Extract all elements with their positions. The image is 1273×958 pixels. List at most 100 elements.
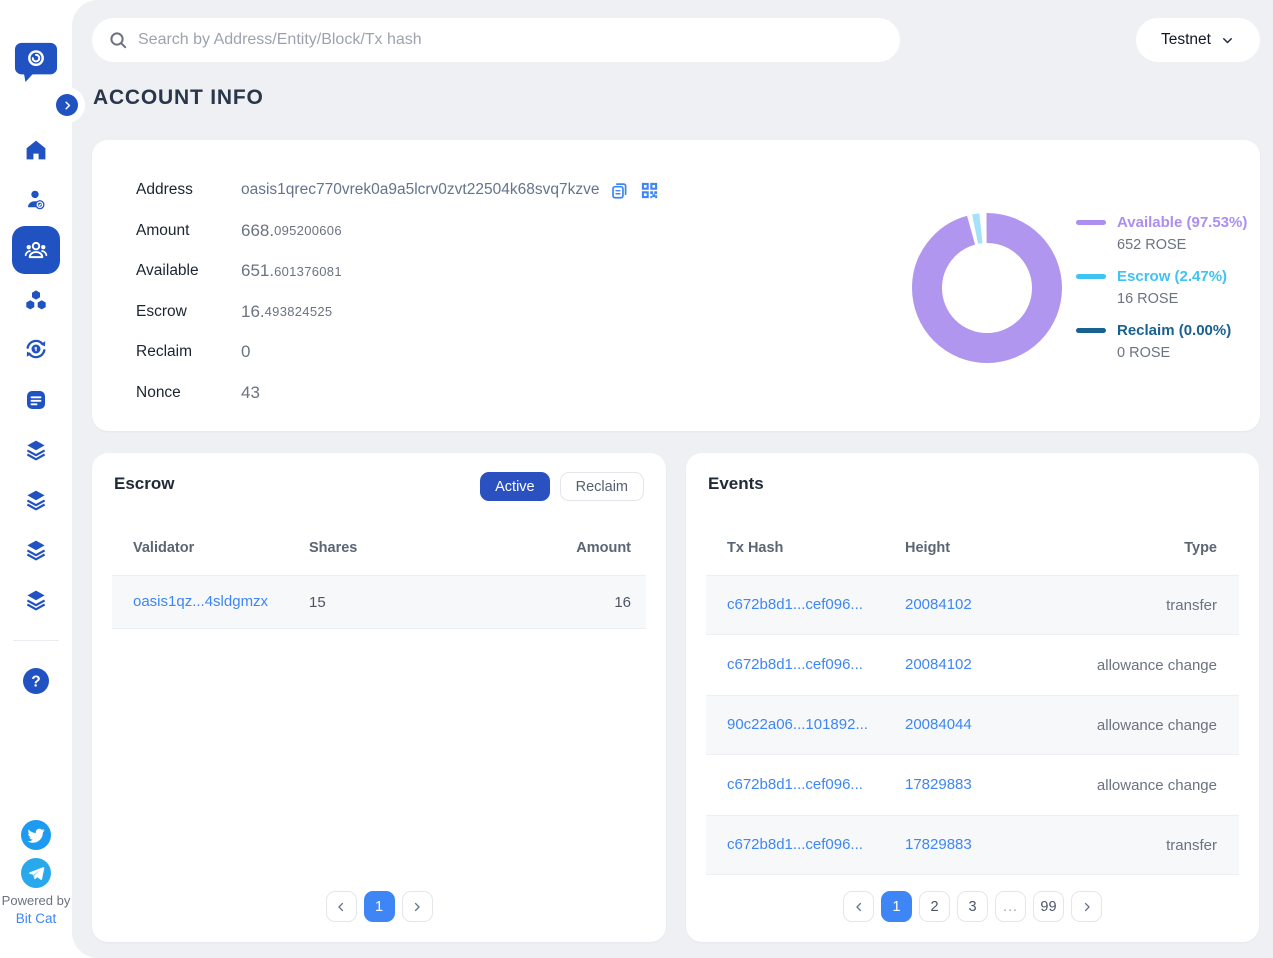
- donut-arc-available: [912, 213, 1062, 363]
- events-table-row: c672b8d1...cef096... 20084102 transfer: [706, 575, 1239, 635]
- col-validator: Validator: [133, 540, 195, 556]
- event-type: allowance change: [1096, 776, 1217, 794]
- col-shares: Shares: [309, 540, 358, 556]
- reclaim-value: 0: [241, 342, 251, 361]
- col-height: Height: [905, 540, 951, 556]
- events-table-header: Tx Hash Height Type: [706, 521, 1239, 575]
- col-amount: Amount: [576, 540, 631, 556]
- qr-code-icon[interactable]: [639, 180, 660, 201]
- events-table-row: c672b8d1...cef096... 17829883 transfer: [706, 815, 1239, 875]
- height-link[interactable]: 17829883: [905, 836, 972, 853]
- layers-stack-icon: [26, 440, 46, 461]
- account-escrow-row: Escrow 16. 493824525: [136, 300, 660, 324]
- legend-item-available[interactable]: Available (97.53%) 652 ROSE: [1076, 212, 1247, 255]
- sidebar-item-validators[interactable]: [0, 188, 72, 212]
- sidebar-item-documents[interactable]: [0, 388, 72, 412]
- chevron-left-icon: [855, 902, 861, 911]
- page-button-1[interactable]: 1: [363, 891, 395, 922]
- prev-page-button[interactable]: [843, 891, 874, 922]
- sidebar-item-paratime-4[interactable]: [0, 588, 72, 612]
- events-table-row: 90c22a06...101892... 20084044 allowance …: [706, 695, 1239, 755]
- available-value-frac: 601376081: [274, 263, 342, 279]
- nonce-value: 43: [241, 382, 260, 402]
- chevron-right-icon: [414, 902, 420, 911]
- escrow-table: Validator Shares Amount oasis1qz...4sldg…: [112, 521, 646, 629]
- height-link[interactable]: 17829883: [905, 776, 972, 793]
- page-title: ACCOUNT INFO: [93, 86, 264, 109]
- page-ellipsis-button[interactable]: ...: [995, 891, 1026, 922]
- layers-stack-icon: [26, 540, 46, 561]
- shares-value: 15: [309, 593, 326, 611]
- tab-active[interactable]: Active: [480, 472, 550, 501]
- sidebar-item-paratime-3[interactable]: [0, 538, 72, 562]
- account-available-row: Available 651. 601376081: [136, 259, 660, 283]
- escrow-label: Escrow: [136, 302, 187, 320]
- powered-by-text: Powered by: [1, 893, 71, 908]
- prev-page-button[interactable]: [325, 891, 357, 922]
- page-button-1[interactable]: 1: [881, 891, 912, 922]
- twitter-link[interactable]: [0, 819, 72, 851]
- legend-label-reclaim: Reclaim (0.00%): [1117, 322, 1232, 339]
- sidebar-item-transactions[interactable]: [0, 337, 72, 361]
- events-table-row: c672b8d1...cef096... 17829883 allowance …: [706, 755, 1239, 815]
- copy-icon[interactable]: [609, 180, 630, 201]
- sidebar-item-home[interactable]: [0, 138, 72, 162]
- escrow-value-frac: 493824525: [264, 304, 333, 319]
- legend-amount-escrow: 16 ROSE: [1117, 291, 1179, 307]
- sidebar: ? Powered by Bit Cat: [0, 0, 72, 958]
- events-card: Events Tx Hash Height Type c672b8d1...ce…: [686, 453, 1259, 942]
- balance-donut-chart: [907, 208, 1067, 368]
- telegram-link[interactable]: [0, 857, 72, 889]
- sidebar-expand-button[interactable]: [56, 94, 78, 116]
- sidebar-item-blocks[interactable]: [0, 288, 72, 312]
- sidebar-item-paratime-1[interactable]: [0, 438, 72, 462]
- page-button-99[interactable]: 99: [1033, 891, 1064, 922]
- events-table: Tx Hash Height Type c672b8d1...cef096...…: [706, 521, 1239, 875]
- tx-hash-link[interactable]: c672b8d1...cef096...: [727, 836, 863, 853]
- escrow-value-int: 16.: [241, 301, 265, 321]
- events-card-title: Events: [708, 474, 764, 493]
- event-type: allowance change: [1096, 656, 1217, 674]
- network-selector[interactable]: Testnet: [1136, 18, 1260, 62]
- sidebar-item-help[interactable]: ?: [0, 667, 72, 695]
- layers-stack-icon: [26, 590, 46, 611]
- sidebar-item-paratime-2[interactable]: [0, 488, 72, 512]
- chart-legend: Available (97.53%) 652 ROSE Escrow (2.47…: [1076, 212, 1247, 374]
- next-page-button[interactable]: [401, 891, 433, 922]
- height-link[interactable]: 20084102: [905, 656, 972, 673]
- legend-item-reclaim[interactable]: Reclaim (0.00%) 0 ROSE: [1076, 320, 1247, 363]
- height-link[interactable]: 20084102: [905, 596, 972, 613]
- tx-hash-link[interactable]: 90c22a06...101892...: [727, 716, 868, 733]
- col-type: Type: [1184, 540, 1217, 556]
- tab-reclaim[interactable]: Reclaim: [559, 472, 644, 501]
- account-info-card: Address oasis1qrec770vrek0a9a5lcrv0zvt22…: [92, 140, 1260, 431]
- sidebar-collapse-holder: [49, 87, 85, 123]
- help-icon: ?: [23, 668, 49, 694]
- sidebar-item-accounts-active[interactable]: [0, 226, 72, 274]
- reclaim-label: Reclaim: [136, 343, 192, 360]
- amount-value-int: 668.: [241, 220, 275, 240]
- legend-item-escrow[interactable]: Escrow (2.47%) 16 ROSE: [1076, 266, 1247, 309]
- search-input[interactable]: [138, 31, 884, 49]
- available-label: Available: [136, 262, 199, 279]
- network-selected-label: Testnet: [1161, 31, 1211, 48]
- height-link[interactable]: 20084044: [905, 716, 972, 733]
- amount-value-frac: 095200606: [274, 223, 342, 238]
- legend-amount-reclaim: 0 ROSE: [1117, 345, 1171, 361]
- page-button-3[interactable]: 3: [957, 891, 988, 922]
- app-logo[interactable]: [0, 39, 72, 83]
- tx-hash-link[interactable]: c672b8d1...cef096...: [727, 656, 863, 673]
- main-content: Testnet ACCOUNT INFO Address oasis1qrec7…: [72, 0, 1273, 958]
- bitcat-link[interactable]: Bit Cat: [15, 911, 57, 926]
- oasis-scan-logo-icon: [14, 42, 58, 83]
- event-type: allowance change: [1096, 716, 1217, 734]
- validator-person-icon: [28, 190, 45, 210]
- col-tx-hash: Tx Hash: [727, 540, 784, 556]
- tx-hash-link[interactable]: c672b8d1...cef096...: [727, 596, 863, 613]
- page-button-2[interactable]: 2: [919, 891, 950, 922]
- tx-hash-link[interactable]: c672b8d1...cef096...: [727, 776, 863, 793]
- next-page-button[interactable]: [1071, 891, 1102, 922]
- escrow-card-title: Escrow: [114, 474, 175, 493]
- validator-link[interactable]: oasis1qz...4sldgmzx: [133, 593, 269, 610]
